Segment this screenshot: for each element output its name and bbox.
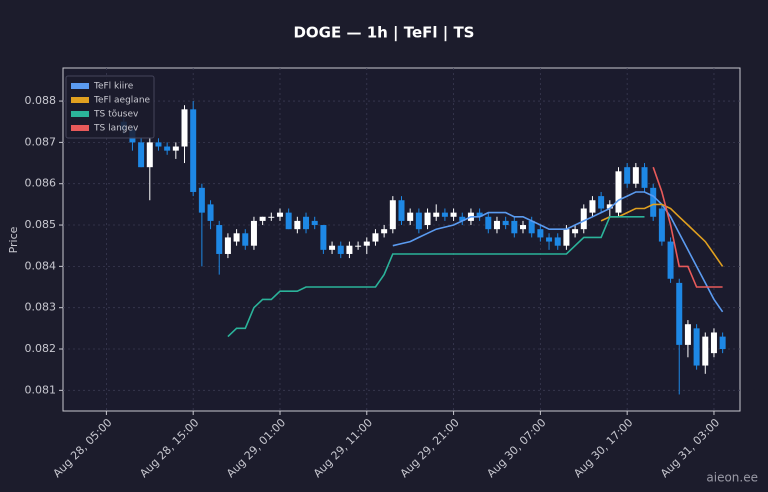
candle-body: [615, 171, 622, 213]
legend-label: TeFl aeglane: [93, 96, 151, 106]
candle-body: [181, 109, 188, 147]
candle-body: [233, 233, 240, 242]
y-tick-label: 0.088: [25, 94, 57, 107]
candle-body: [554, 237, 561, 246]
candle-body: [485, 216, 492, 230]
indicator-line: [600, 203, 724, 267]
candle-body: [528, 220, 535, 234]
candle-body: [606, 204, 613, 209]
candle-body: [650, 187, 657, 217]
candle-body: [172, 146, 179, 151]
legend-swatch: [71, 97, 89, 103]
candle-body: [589, 200, 596, 213]
y-tick-label: 0.082: [25, 342, 57, 355]
candle-body: [268, 216, 275, 218]
candle-body: [303, 216, 310, 230]
candle-body: [719, 336, 726, 350]
candle-body: [311, 220, 318, 226]
indicator-line: [652, 166, 723, 288]
legend-label: TeFl kiire: [93, 82, 134, 92]
candle-body: [242, 233, 249, 246]
candle-body: [407, 212, 414, 221]
legend-swatch: [71, 111, 89, 117]
y-tick-label: 0.083: [25, 301, 57, 314]
candle-body: [329, 245, 336, 250]
candle-body: [433, 212, 440, 217]
chart-title: DOGE — 1h | TeFl | TS: [293, 24, 474, 43]
y-tick-label: 0.086: [25, 177, 57, 190]
candle-body: [502, 220, 509, 226]
candle-body: [398, 200, 405, 221]
candle-body: [381, 229, 388, 234]
candle-body: [372, 233, 379, 242]
candle-body: [546, 237, 553, 242]
plot-area: [62, 67, 741, 412]
candle-body: [476, 212, 483, 217]
indicator-line: [227, 216, 645, 338]
legend-swatch: [71, 83, 89, 89]
candle-body: [207, 204, 214, 221]
candle-body: [363, 241, 370, 246]
y-tick-label: 0.081: [25, 383, 57, 396]
candle-body: [580, 208, 587, 230]
candle-body: [415, 212, 422, 230]
candle-body: [624, 167, 631, 184]
candle-body: [667, 241, 674, 279]
candle-body: [138, 142, 145, 168]
candle-body: [355, 245, 362, 247]
candle-body: [563, 229, 570, 246]
candle-body: [276, 212, 283, 217]
candle-body: [493, 220, 500, 230]
y-tick-label: 0.084: [25, 259, 57, 272]
y-axis-label: Price: [7, 226, 20, 253]
candle-body: [259, 216, 266, 221]
candle-body: [198, 187, 205, 213]
candle-body: [572, 229, 579, 234]
candle-body: [520, 225, 527, 230]
candle-body: [459, 216, 466, 221]
candle-body: [224, 237, 231, 254]
candle-body: [450, 212, 457, 217]
candle-body: [424, 212, 431, 226]
legend-label: TS tõusev: [93, 110, 139, 120]
candle-body: [693, 328, 700, 366]
candle-body: [684, 324, 691, 345]
y-tick-label: 0.085: [25, 218, 57, 231]
candle-body: [216, 225, 223, 254]
candle-body: [441, 212, 448, 217]
legend-swatch: [71, 125, 89, 131]
candle-body: [658, 208, 665, 242]
candle-body: [320, 225, 327, 250]
candle-body: [641, 167, 648, 188]
candle-body: [337, 245, 344, 254]
candle-body: [676, 282, 683, 345]
candle-body: [250, 220, 257, 246]
candle-body: [294, 220, 301, 230]
candle-body: [285, 212, 292, 230]
candle-body: [511, 220, 518, 234]
candle-body: [155, 142, 162, 147]
candle-body: [598, 196, 605, 209]
legend-box: [65, 75, 155, 139]
candle-body: [164, 146, 171, 151]
y-tick-label: 0.087: [25, 135, 57, 148]
candle-body: [632, 167, 639, 184]
candle-body: [389, 200, 396, 230]
candle-body: [146, 142, 153, 168]
candle-body: [346, 245, 353, 254]
candle-body: [190, 109, 197, 192]
candle-body: [537, 229, 544, 238]
candle-body: [710, 332, 717, 354]
watermark: aieon.ee: [706, 471, 758, 485]
candle-body: [702, 336, 709, 366]
legend-label: TS langev: [93, 124, 139, 134]
